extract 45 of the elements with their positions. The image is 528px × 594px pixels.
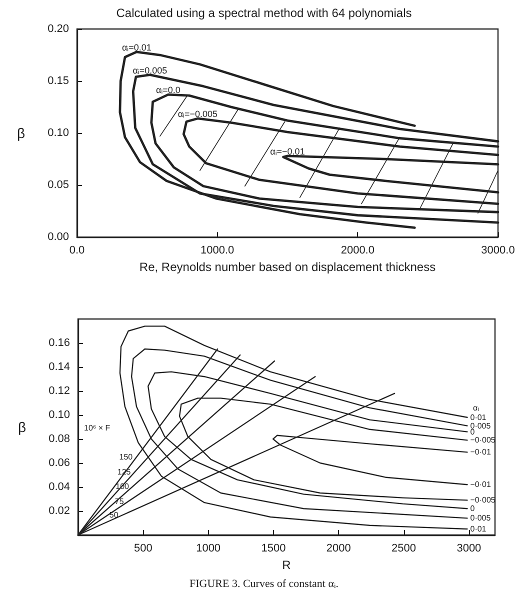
y-tick-label: 0.04	[48, 481, 70, 493]
x-tick-label: 3000	[456, 542, 482, 554]
series-label: 0·01	[470, 412, 487, 422]
y-axis-title: β	[16, 125, 25, 142]
text: −0·005	[470, 496, 496, 505]
x-tick-label: 2500	[392, 542, 416, 554]
text: 0·01	[470, 524, 486, 534]
annotation: αᵢ	[473, 404, 479, 412]
series-label: −0·005	[470, 436, 496, 445]
series-label: αᵢ=0.005	[132, 65, 168, 76]
y-tick-label: 0.02	[48, 505, 70, 517]
y-tick-label: 0.20	[48, 23, 69, 35]
caption: FIGURE 3. Curves of constant αᵢ.	[189, 578, 339, 590]
y-tick-label: 0.16	[48, 337, 70, 349]
series-label: αᵢ=−0.01	[270, 146, 305, 156]
y-tick-label: 0.06	[48, 457, 70, 469]
x-tick-label: 2000	[326, 542, 351, 554]
text: −0·01	[470, 480, 491, 490]
x-tick-label: 1500	[261, 542, 286, 554]
series-label: 150	[119, 452, 134, 462]
y-tick-label: 0.14	[48, 361, 70, 373]
y-tick-label: 0.12	[48, 385, 70, 397]
series-label: αᵢ=0.0	[156, 85, 180, 96]
y-axis-title: β	[18, 419, 26, 435]
y-tick-label: 0.10	[48, 127, 69, 140]
y-tick-label: 0.05	[48, 179, 69, 192]
y-tick-label: 0.15	[48, 75, 69, 88]
series-label: αᵢ=−0.005	[178, 108, 218, 119]
x-tick-label: 3000.0	[481, 244, 515, 257]
annotation: 10⁶ × F	[84, 424, 110, 432]
y-tick-label: 0.10	[48, 409, 70, 421]
x-tick-label: 1000.0	[200, 244, 234, 257]
x-axis-title: Re, Reynolds number based on displacement thickness	[139, 260, 436, 274]
x-tick-label: 0.0	[69, 244, 85, 257]
y-tick-label: 0.08	[48, 433, 70, 445]
x-axis-title: R	[282, 558, 292, 572]
series-label: −0·01	[470, 448, 492, 457]
series-label: αᵢ=0.01	[122, 42, 152, 52]
x-tick-label: 1000	[196, 542, 221, 554]
x-tick-label: 500	[134, 542, 152, 554]
x-tick-label: 2000.0	[340, 244, 374, 257]
text: 0	[470, 504, 475, 514]
chart-title: Calculated using a spectral method with 64 polynomials	[116, 6, 412, 20]
text: 0·005	[470, 514, 491, 523]
y-tick-label: 0.00	[48, 231, 69, 244]
